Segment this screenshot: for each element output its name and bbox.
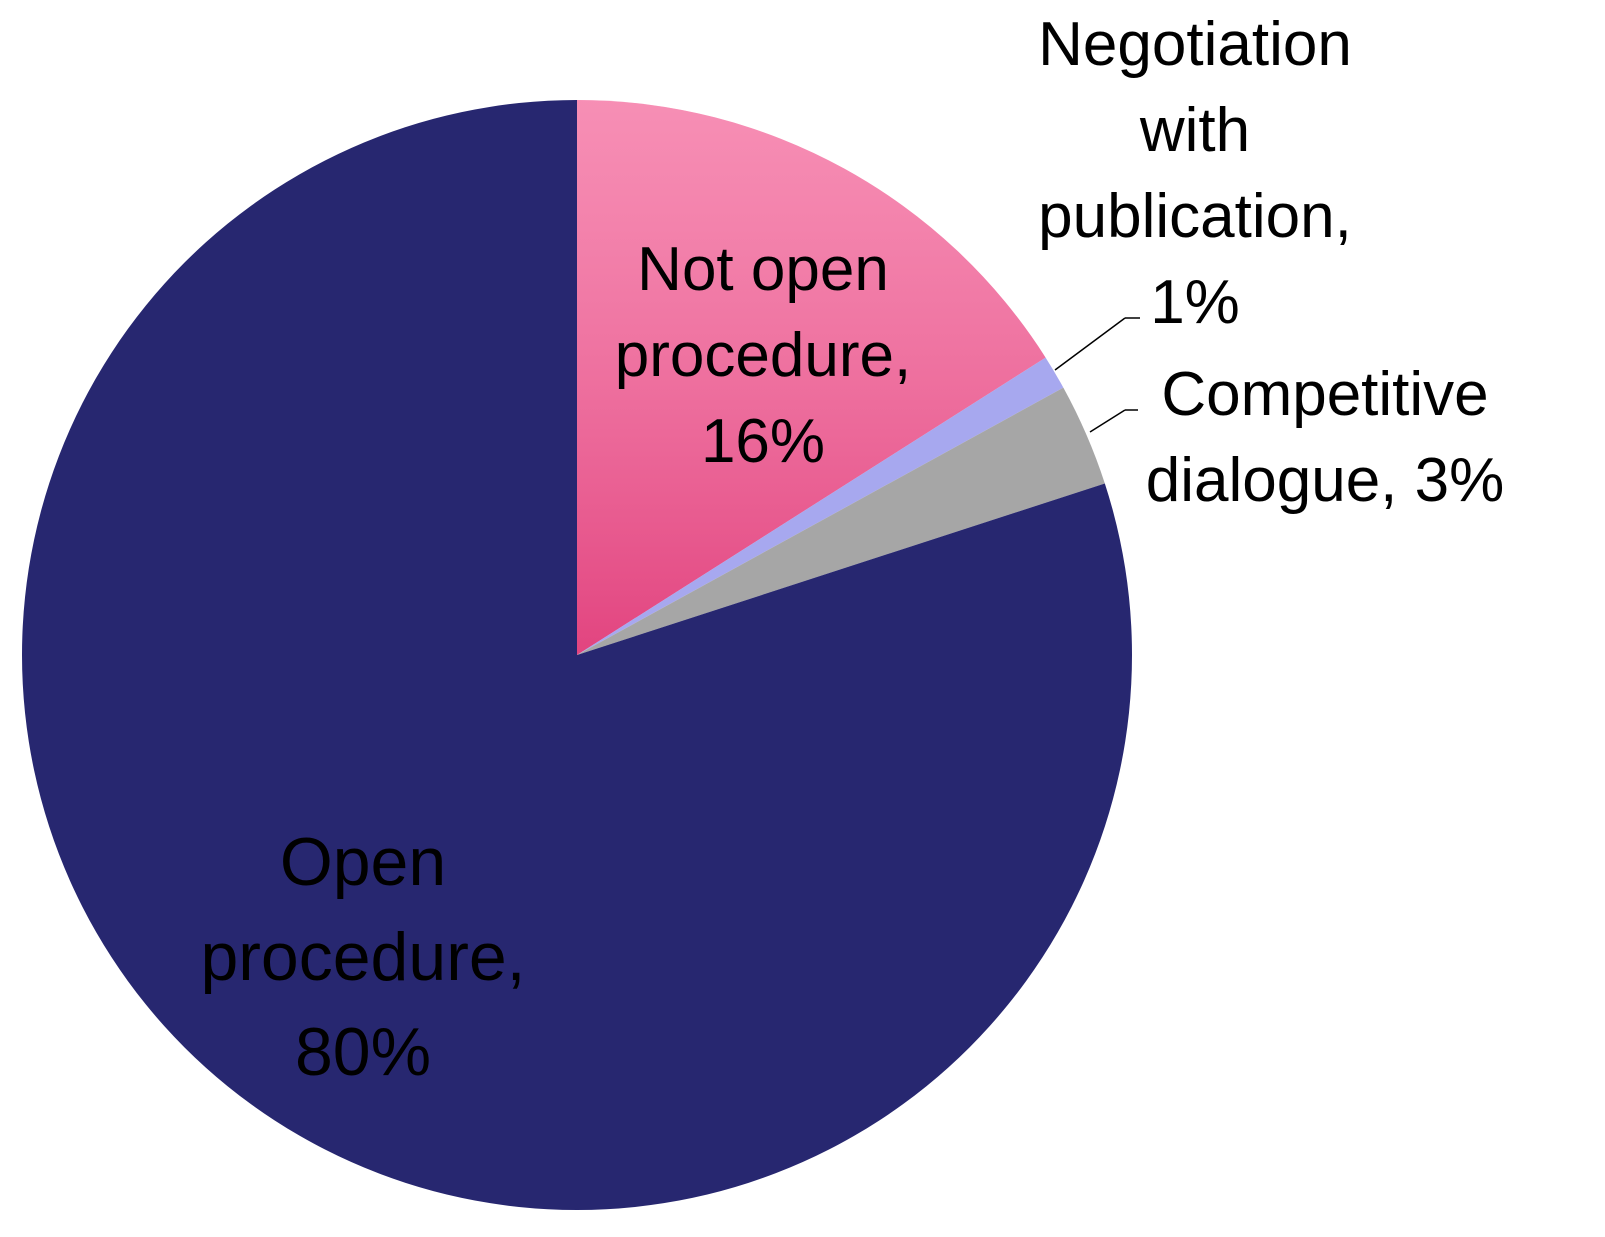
pie-slice: [22, 100, 1133, 1210]
slice-shading: [577, 100, 1046, 655]
leader-line: [1089, 409, 1126, 433]
leader-line: [1054, 317, 1126, 371]
value-label: 80%: [294, 1014, 432, 1090]
slice-label: Competitive dialogue, 3%: [1130, 352, 1520, 524]
category-label: Open procedure,: [200, 824, 526, 995]
pie-slice: [577, 357, 1064, 655]
slice-label: Not open procedure, 16%: [593, 227, 933, 485]
value-label: 1%: [1150, 268, 1240, 337]
slice-label: Open procedure, 80%: [153, 815, 573, 1100]
category-label: Not open procedure,: [614, 235, 912, 390]
slice-label: Negotiation with publication, 1%: [1005, 2, 1385, 346]
value-label: 3%: [1414, 446, 1505, 515]
category-label: Negotiation with publication,: [1038, 10, 1352, 251]
pie-slice: [577, 387, 1105, 655]
category-label: Competitive dialogue,: [1145, 360, 1489, 515]
value-label: 16%: [700, 407, 826, 476]
